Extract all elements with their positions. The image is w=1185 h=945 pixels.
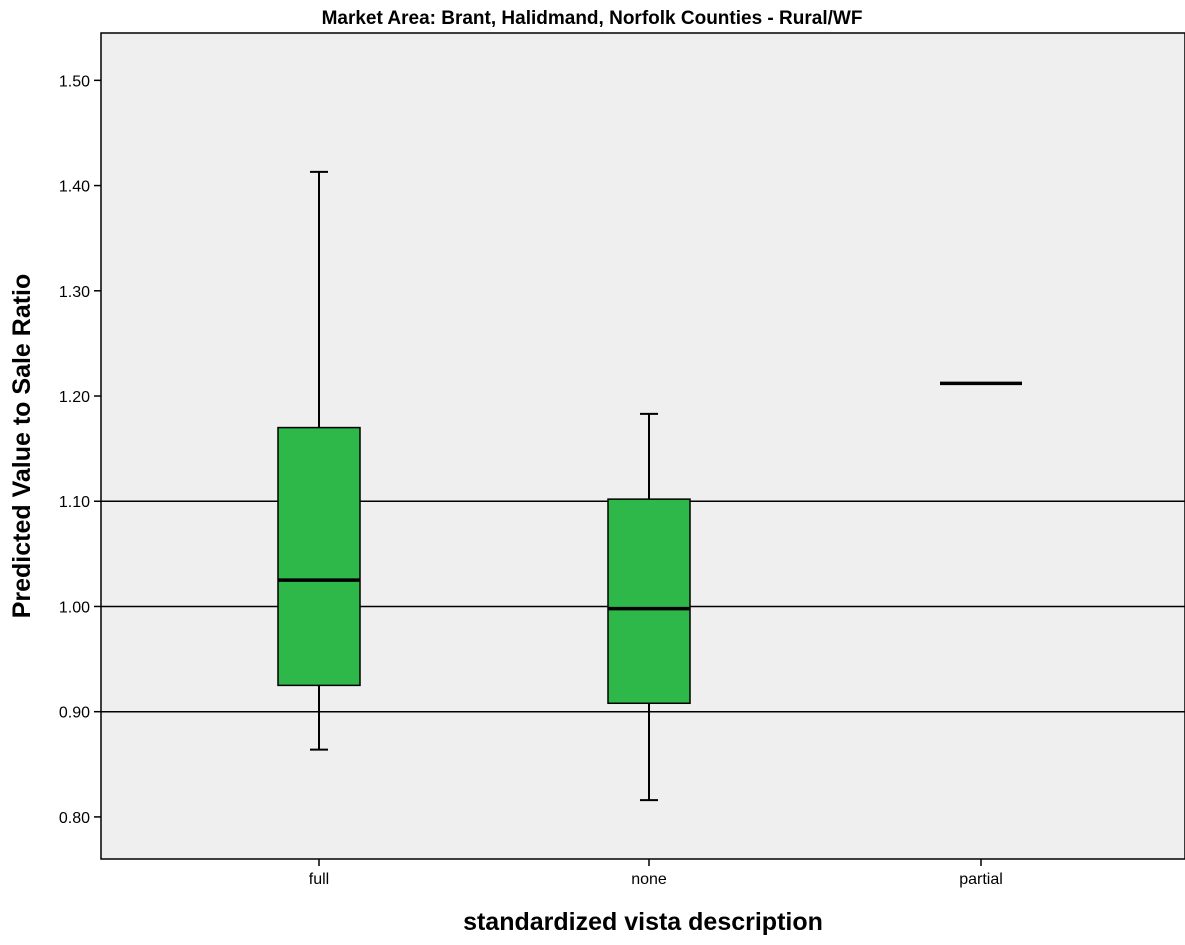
y-tick-label: 1.50 bbox=[59, 73, 90, 90]
y-tick-label: 0.90 bbox=[59, 705, 90, 722]
iqr-box bbox=[277, 426, 361, 687]
y-tick-label: 1.30 bbox=[59, 284, 90, 301]
iqr-box bbox=[607, 498, 691, 705]
plot-area bbox=[100, 32, 1185, 860]
x-axis: full none partial bbox=[309, 859, 1003, 888]
y-tick-label: 1.00 bbox=[59, 599, 90, 616]
x-tick-label: full bbox=[309, 871, 329, 888]
y-tick-label: 1.10 bbox=[59, 494, 90, 511]
x-tick-label: partial bbox=[959, 871, 1003, 888]
y-tick-label: 1.40 bbox=[59, 179, 90, 196]
y-tick-label: 1.20 bbox=[59, 389, 90, 406]
box-full bbox=[277, 170, 361, 751]
box-none bbox=[607, 412, 691, 802]
chart-title: Market Area: Brant, Halidmand, Norfolk C… bbox=[322, 8, 863, 29]
y-tick-label: 0.80 bbox=[59, 810, 90, 827]
y-axis: 0.80 0.90 1.00 1.10 1.20 1.30 1.40 1.50 bbox=[59, 73, 101, 827]
x-tick-label: none bbox=[631, 871, 667, 888]
y-axis-label: Predicted Value to Sale Ratio bbox=[8, 274, 36, 619]
x-axis-label: standardized vista description bbox=[463, 908, 823, 936]
box-series bbox=[277, 170, 1022, 802]
